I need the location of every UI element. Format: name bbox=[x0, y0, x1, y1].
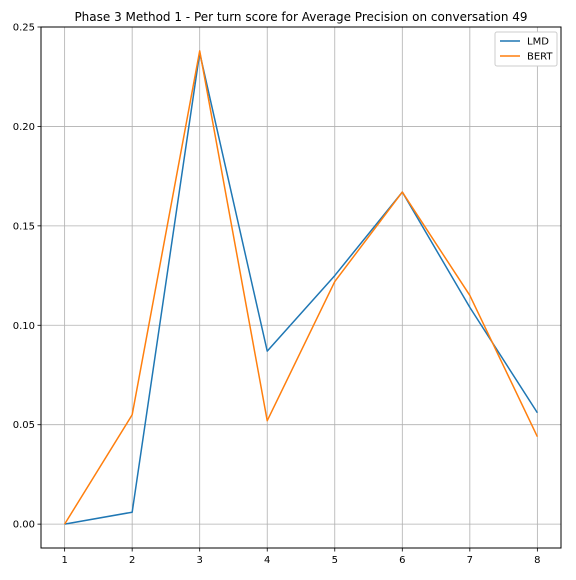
y-tick-label: 0.00 bbox=[13, 520, 35, 531]
chart-title: Phase 3 Method 1 - Per turn score for Av… bbox=[74, 10, 527, 24]
y-tick-label: 0.15 bbox=[13, 221, 35, 232]
x-tick-label: 4 bbox=[264, 555, 270, 566]
y-tick-label: 0.20 bbox=[13, 122, 35, 133]
series-line-lmd bbox=[64, 52, 538, 525]
x-tick-label: 1 bbox=[61, 555, 67, 566]
axis-ticks: 1 2 3 4 5 6 7 8 0.00 0.05 0.10 0.15 0.20 0.25 bbox=[13, 23, 541, 567]
legend: LMD BERT bbox=[494, 31, 558, 67]
x-tick-label: 8 bbox=[534, 555, 540, 566]
x-tick-label: 3 bbox=[197, 555, 203, 566]
x-tick-label: 2 bbox=[129, 555, 135, 566]
series-line-bert bbox=[63, 50, 539, 525]
y-tick-label: 0.10 bbox=[13, 321, 35, 332]
plot-area-frame bbox=[40, 26, 562, 549]
x-tick-label: 7 bbox=[467, 555, 473, 566]
legend-label-lmd: LMD bbox=[527, 37, 549, 48]
y-tick-label: 0.05 bbox=[13, 420, 35, 431]
legend-label-bert: BERT bbox=[527, 52, 553, 63]
series-lines bbox=[63, 50, 539, 525]
x-tick-label: 5 bbox=[332, 555, 338, 566]
x-tick-label: 6 bbox=[399, 555, 405, 566]
y-tick-label: 0.25 bbox=[13, 23, 35, 34]
